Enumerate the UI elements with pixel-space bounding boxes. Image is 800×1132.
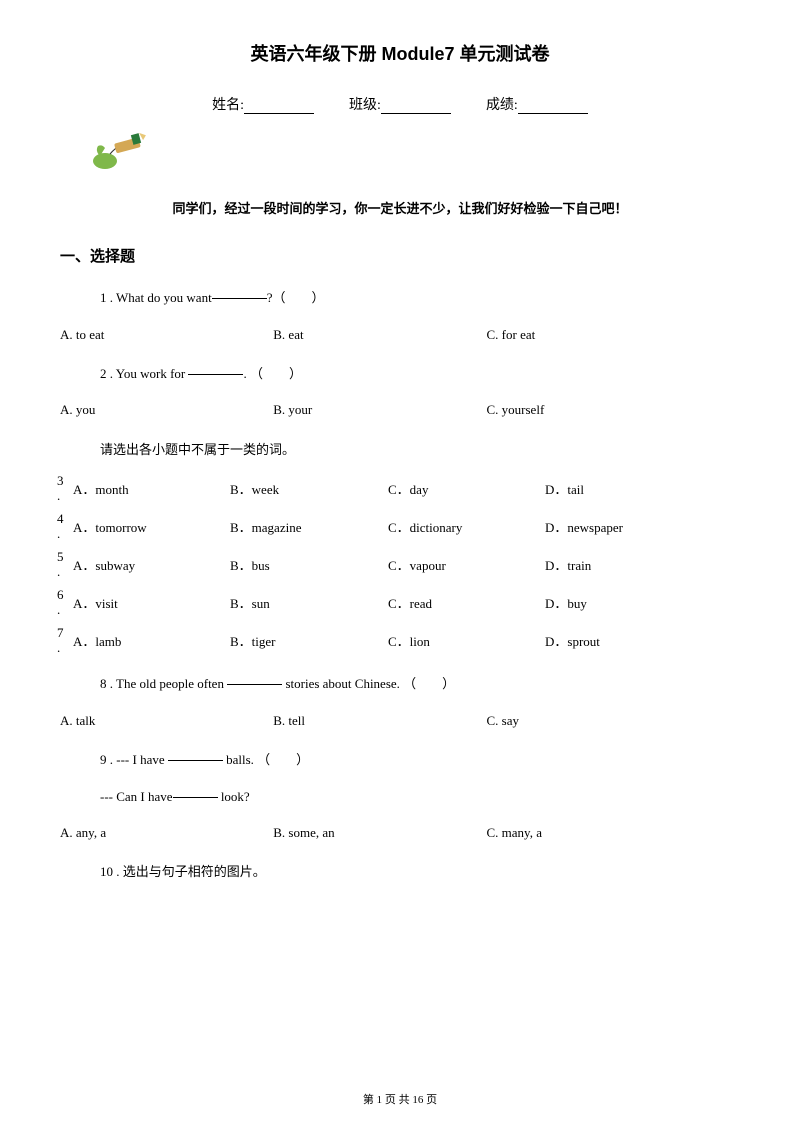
q1-opt-b[interactable]: B. eat [273,325,483,346]
q6-opt-d[interactable]: D．buy [545,593,587,612]
q8-opt-a[interactable]: A. talk [60,711,270,732]
q7-num: 7 [57,625,64,641]
q2-opt-c[interactable]: C. yourself [487,400,697,421]
q3-opt-a[interactable]: A．month [73,479,129,498]
q2-text: 2 . You work for [100,366,188,381]
q2-opt-b[interactable]: B. your [273,400,483,421]
q1-text2: ?（ ） [267,290,325,305]
q9-line2a: --- Can I have [100,789,173,804]
q5-opt-b[interactable]: B．bus [230,555,270,574]
q4-dot: . [57,526,60,542]
q6-opt-c[interactable]: C．read [388,593,432,612]
section-1-header: 一、选择题 [60,245,740,266]
q9-blank1 [168,760,223,761]
q8-blank [227,684,282,685]
q1-blank [212,298,267,299]
name-blank[interactable] [244,100,314,114]
question-8: 8 . The old people often stories about C… [100,674,740,695]
q5-opt-a[interactable]: A．subway [73,555,135,574]
q7-opt-d[interactable]: D．sprout [545,631,600,650]
q3-opt-c[interactable]: C．day [388,479,428,498]
q8-options: A. talk B. tell C. say [60,711,740,732]
name-label: 姓名: [212,98,244,113]
q9-blank2 [173,797,218,798]
q2-options: A. you B. your C. yourself [60,400,740,421]
q1-options: A. to eat B. eat C. for eat [60,325,740,346]
score-blank[interactable] [518,100,588,114]
q9-opt-a[interactable]: A. any, a [60,823,270,844]
q5-dot: . [57,564,60,580]
q8-opt-b[interactable]: B. tell [273,711,483,732]
q7-opt-a[interactable]: A．lamb [73,631,121,650]
q6-dot: . [57,602,60,618]
question-3-row: 3 . A．month B．week C．day D．tail [60,476,740,500]
q7-dot: . [57,640,60,656]
q1-text: 1 . What do you want [100,290,212,305]
q2-opt-a[interactable]: A. you [60,400,270,421]
question-10: 10 . 选出与句子相符的图片。 [100,862,740,883]
pencil-icon [90,126,740,180]
question-9: 9 . --- I have balls. （ ） [100,750,740,771]
q4-num: 4 [57,511,64,527]
class-label: 班级: [349,98,381,113]
q1-opt-a[interactable]: A. to eat [60,325,270,346]
q2-text2: . （ ） [243,366,302,381]
q6-num: 6 [57,587,64,603]
q6-opt-a[interactable]: A．visit [73,593,118,612]
q7-opt-b[interactable]: B．tiger [230,631,276,650]
q8-opt-c[interactable]: C. say [487,711,697,732]
q8-text2: stories about Chinese. （ ） [282,676,455,691]
q3-num: 3 [57,473,64,489]
q3-opt-b[interactable]: B．week [230,479,279,498]
q8-text: 8 . The old people often [100,676,227,691]
question-9-line2: --- Can I have look? [100,787,740,808]
q3-opt-d[interactable]: D．tail [545,479,584,498]
q9-opt-c[interactable]: C. many, a [487,823,697,844]
q4-opt-b[interactable]: B．magazine [230,517,301,536]
q1-opt-c[interactable]: C. for eat [487,325,697,346]
q3-dot: . [57,488,60,504]
q9-text2: balls. （ ） [223,752,309,767]
question-6-row: 6 . A．visit B．sun C．read D．buy [60,590,740,614]
score-label: 成绩: [486,98,518,113]
q9-opt-b[interactable]: B. some, an [273,823,483,844]
question-4-row: 4 . A．tomorrow B．magazine C．dictionary D… [60,514,740,538]
q7-opt-c[interactable]: C．lion [388,631,430,650]
question-1: 1 . What do you want ?（ ） [100,288,740,309]
greeting-text: 同学们，经过一段时间的学习，你一定长进不少，让我们好好检验一下自己吧！ [60,198,740,217]
question-5-row: 5 . A．subway B．bus C．vapour D．train [60,552,740,576]
question-7-row: 7 . A．lamb B．tiger C．lion D．sprout [60,628,740,652]
q5-opt-c[interactable]: C．vapour [388,555,446,574]
q4-opt-d[interactable]: D．newspaper [545,517,623,536]
q5-opt-d[interactable]: D．train [545,555,591,574]
class-blank[interactable] [381,100,451,114]
q4-opt-a[interactable]: A．tomorrow [73,517,147,536]
q9-options: A. any, a B. some, an C. many, a [60,823,740,844]
page-title: 英语六年级下册 Module7 单元测试卷 [60,40,740,66]
sub-instruction: 请选出各小题中不属于一类的词。 [100,439,740,458]
q9-text: 9 . --- I have [100,752,168,767]
q2-blank [188,374,243,375]
question-2: 2 . You work for . （ ） [100,364,740,385]
q4-opt-c[interactable]: C．dictionary [388,517,462,536]
q6-opt-b[interactable]: B．sun [230,593,270,612]
q9-line2b: look? [218,789,250,804]
q5-num: 5 [57,549,64,565]
student-info-line: 姓名: 班级: 成绩: [60,94,740,114]
page-footer: 第 1 页 共 16 页 [0,1091,800,1107]
